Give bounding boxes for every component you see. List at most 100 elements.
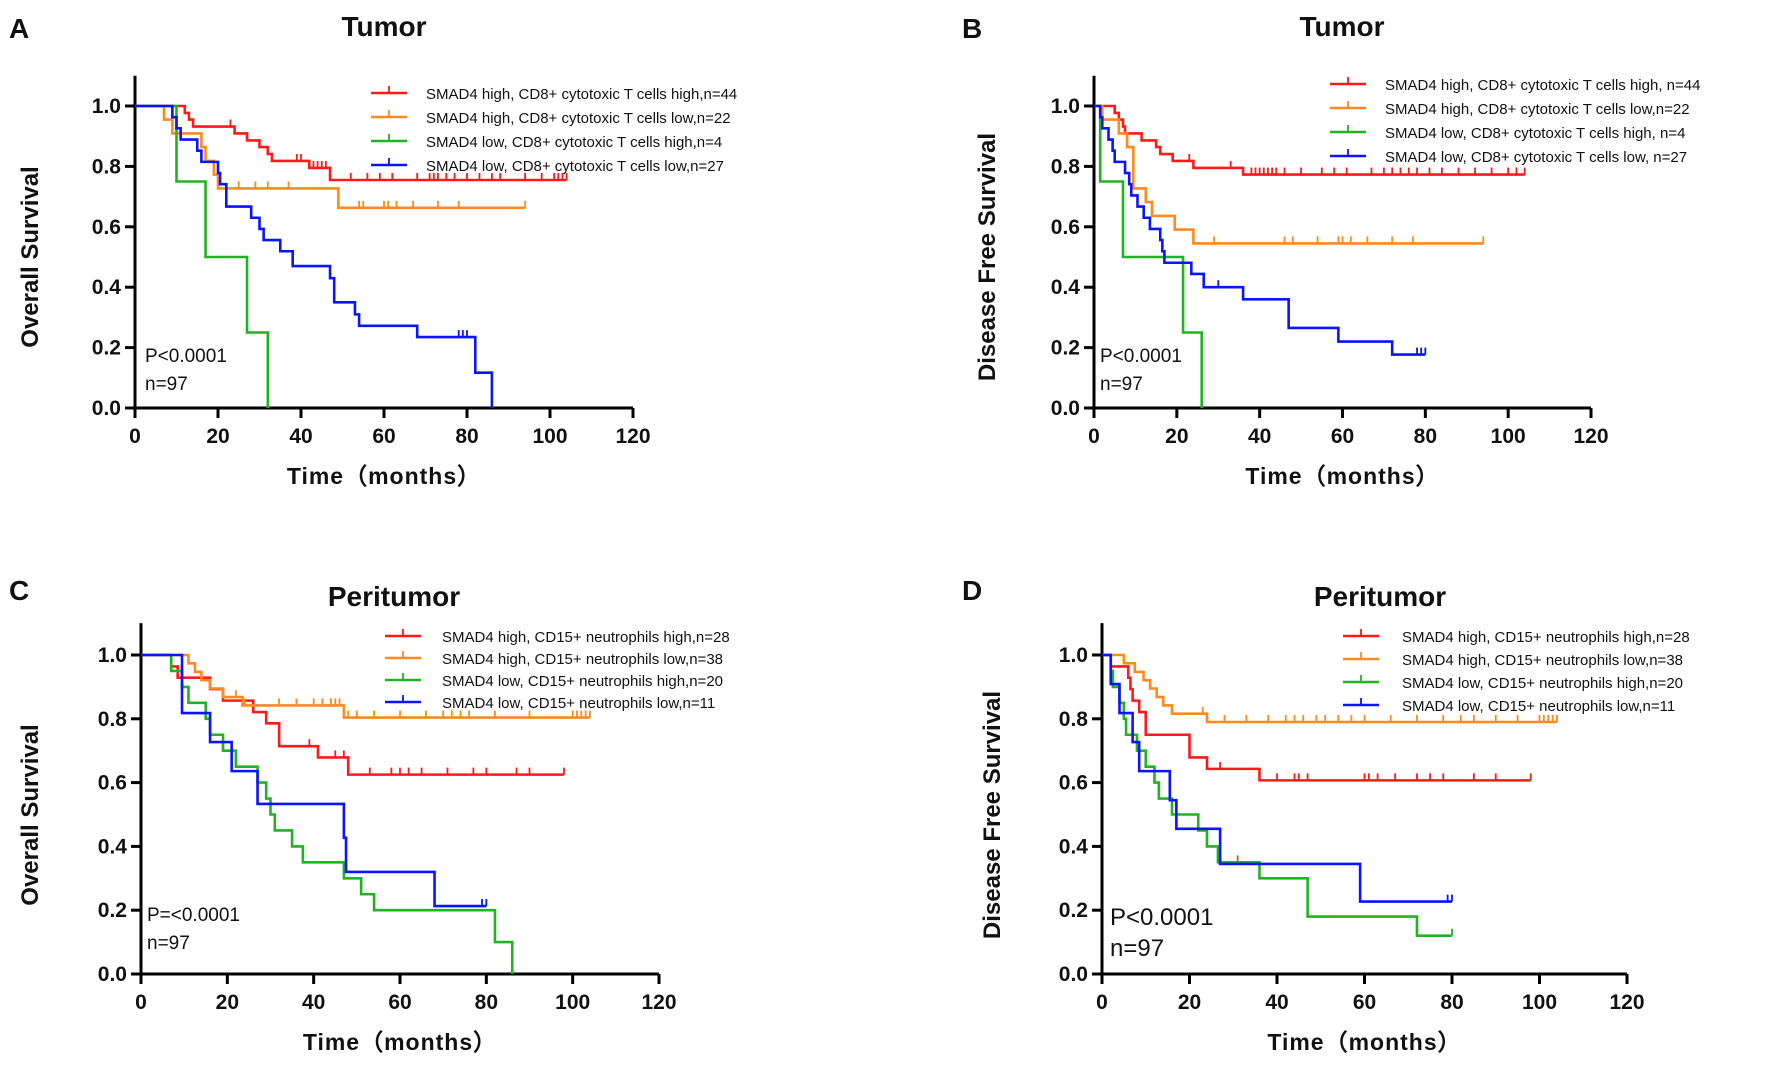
- km-panel-c: C Peritumor 0.0 0.2 0.4 0.6 0.8 1.0 0 20 40 60 80 100…: [9, 575, 730, 1055]
- legend-label: SMAD4 high, CD15+ neutrophils low,n=38: [1402, 652, 1683, 669]
- x-tick-label: 20: [1165, 425, 1188, 448]
- survival-curve-green: [1094, 104, 1203, 408]
- y-tick-label: 1.0: [1059, 644, 1088, 667]
- y-axis-label: Disease Free Survival: [979, 691, 1006, 939]
- x-tick-label: 100: [532, 425, 567, 448]
- sample-size: n=97: [147, 933, 190, 954]
- legend-label: SMAD4 high, CD8+ cytotoxic T cells high,…: [1385, 77, 1700, 94]
- x-tick-label: 80: [1414, 425, 1437, 448]
- y-tick-label: 1.0: [1051, 95, 1080, 118]
- x-tick-label: 60: [388, 991, 411, 1014]
- survival-curve-orange: [1102, 653, 1557, 724]
- x-tick-label: 80: [455, 425, 478, 448]
- panel-label: A: [9, 13, 29, 44]
- legend-label: SMAD4 high, CD15+ neutrophils low,n=38: [442, 651, 723, 668]
- y-tick-label: 1.0: [92, 95, 121, 118]
- sample-size: n=97: [1100, 374, 1143, 395]
- x-tick-label: 120: [641, 991, 676, 1014]
- legend-label: SMAD4 high, CD15+ neutrophils high,n=28: [442, 629, 730, 646]
- y-tick-label: 0.4: [1059, 835, 1089, 858]
- survival-curve-orange: [141, 653, 590, 719]
- y-tick-label: 0.4: [98, 835, 128, 858]
- chart-title: Tumor: [1299, 11, 1384, 42]
- x-axis-label: Time（months）: [1245, 463, 1439, 489]
- x-tick-label: 40: [302, 991, 325, 1014]
- y-tick-label: 0.2: [1059, 899, 1088, 922]
- legend-label: SMAD4 high, CD8+ cytotoxic T cells low,n…: [426, 110, 731, 127]
- x-axis-label: Time（months）: [303, 1029, 497, 1055]
- legend-label: SMAD4 high, CD15+ neutrophils high,n=28: [1402, 629, 1690, 646]
- km-panel-d: D Peritumor 0.0 0.2 0.4 0.6 0.8 1.0 0 20 40 60 80 100…: [962, 575, 1690, 1055]
- x-tick-label: 40: [1248, 425, 1271, 448]
- survival-curve-orange: [135, 104, 526, 210]
- p-value: P<0.0001: [1100, 346, 1182, 367]
- y-tick-label: 0.6: [98, 772, 127, 795]
- sample-size: n=97: [145, 374, 188, 395]
- survival-curve-red: [1102, 653, 1531, 782]
- y-tick-label: 0.0: [98, 963, 127, 986]
- p-value: P=<0.0001: [147, 905, 240, 926]
- y-tick-label: 0.0: [1059, 963, 1088, 986]
- y-axis-label: Disease Free Survival: [974, 133, 1001, 381]
- legend-label: SMAD4 low, CD8+ cytotoxic T cells high, …: [1385, 125, 1685, 142]
- survival-curve-blue: [141, 653, 487, 908]
- y-tick-label: 0.0: [1051, 397, 1080, 420]
- x-tick-label: 40: [289, 425, 312, 448]
- legend-label: SMAD4 high, CD8+ cytotoxic T cells low,n…: [1385, 101, 1690, 118]
- chart-title: Peritumor: [1314, 581, 1446, 612]
- legend-label: SMAD4 low, CD15+ neutrophils high,n=20: [442, 673, 723, 690]
- legend-label: SMAD4 low, CD15+ neutrophils low,n=11: [442, 695, 715, 712]
- x-tick-label: 0: [1096, 991, 1108, 1014]
- x-tick-label: 120: [615, 425, 650, 448]
- legend-label: SMAD4 low, CD8+ cytotoxic T cells low,n=…: [426, 158, 724, 175]
- survival-curve-blue: [1102, 653, 1452, 903]
- x-tick-label: 120: [1573, 425, 1608, 448]
- y-tick-label: 0.2: [1051, 337, 1080, 360]
- x-tick-label: 0: [135, 991, 147, 1014]
- x-tick-label: 60: [1331, 425, 1354, 448]
- panel-label: B: [962, 13, 982, 44]
- y-tick-label: 0.8: [1051, 155, 1081, 178]
- x-tick-label: 40: [1265, 991, 1288, 1014]
- y-axis-label: Overall Survival: [17, 166, 44, 347]
- chart-title: Peritumor: [328, 581, 460, 612]
- x-axis-label: Time（months）: [287, 463, 481, 489]
- x-tick-label: 20: [1178, 991, 1201, 1014]
- x-tick-label: 60: [372, 425, 395, 448]
- y-tick-label: 0.2: [92, 337, 121, 360]
- x-tick-label: 100: [555, 991, 590, 1014]
- x-tick-label: 0: [1088, 425, 1100, 448]
- y-tick-label: 0.6: [1051, 216, 1080, 239]
- legend-label: SMAD4 low, CD8+ cytotoxic T cells low, n…: [1385, 149, 1687, 166]
- x-axis-label: Time（months）: [1267, 1029, 1461, 1055]
- legend-label: SMAD4 high, CD8+ cytotoxic T cells high,…: [426, 86, 737, 103]
- legend-label: SMAD4 low, CD8+ cytotoxic T cells high,n…: [426, 134, 722, 151]
- x-tick-label: 20: [216, 991, 239, 1014]
- p-value: P<0.0001: [1110, 904, 1213, 931]
- km-panel-b: B Tumor 0.0 0.2 0.4 0.6 0.8 1.0 0 20 40 60 80 100 120 T…: [962, 11, 1700, 489]
- survival-curve-green: [135, 104, 270, 408]
- y-tick-label: 0.0: [92, 397, 121, 420]
- y-tick-label: 0.4: [1051, 276, 1081, 299]
- y-tick-label: 0.2: [98, 899, 127, 922]
- panel-label: D: [962, 575, 982, 606]
- y-tick-label: 0.8: [98, 708, 128, 731]
- x-tick-label: 60: [1353, 991, 1376, 1014]
- x-tick-label: 20: [206, 425, 229, 448]
- x-tick-label: 80: [475, 991, 498, 1014]
- legend-label: SMAD4 low, CD15+ neutrophils high,n=20: [1402, 675, 1683, 692]
- x-tick-label: 120: [1609, 991, 1644, 1014]
- sample-size: n=97: [1110, 935, 1164, 962]
- survival-curve-red: [1094, 104, 1525, 176]
- chart-title: Tumor: [341, 11, 426, 42]
- x-tick-label: 100: [1491, 425, 1526, 448]
- y-tick-label: 0.8: [92, 155, 122, 178]
- y-tick-label: 0.6: [92, 216, 121, 239]
- km-panel-a: A Tumor 0.0 0.2 0.4 0.6 0.8 1.0 0 20 40 60 80 100 120 T…: [9, 11, 737, 489]
- panel-label: C: [9, 575, 29, 606]
- y-tick-label: 0.6: [1059, 772, 1088, 795]
- x-tick-label: 0: [129, 425, 141, 448]
- y-tick-label: 0.8: [1059, 708, 1089, 731]
- x-tick-label: 100: [1522, 991, 1557, 1014]
- x-tick-label: 80: [1440, 991, 1463, 1014]
